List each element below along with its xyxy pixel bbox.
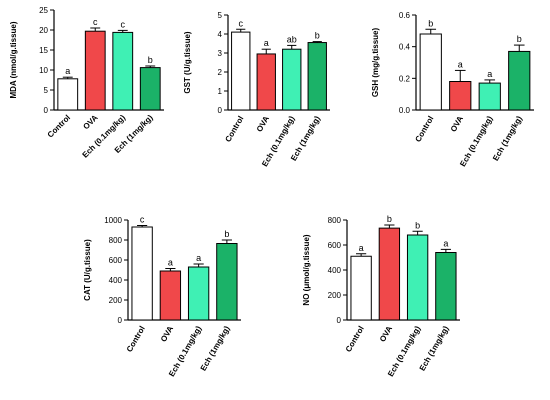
bar-2 [84,30,106,111]
y-tick-label: 5 [44,86,49,95]
y-tick-label: 600 [328,241,342,250]
y-tick-label: 1 [218,87,223,96]
significance-label: a [196,253,201,263]
y-tick-label: 1000 [104,216,122,225]
y-axis-label: MDA (nmol/g.tissue) [9,21,18,98]
y-axis-label: GST (U/g.tissue) [183,31,192,94]
bar-2 [449,81,472,111]
bar-1 [419,33,442,111]
chart-panel-5: 0 200 400 600 800 NO (μmol/g.tissue) a Control b… [302,214,460,378]
category-label: Control [46,113,72,139]
category-label: Ech (1mg/kg) [418,324,451,372]
significance-label: a [359,243,364,253]
y-tick-label: 800 [109,236,123,245]
category-label: OVA [255,114,271,133]
bar-2 [378,227,401,321]
category-label: Control [413,115,435,144]
y-tick-label: 0.4 [399,43,411,52]
y-tick-label: 2 [218,68,223,77]
y-tick-label: 15 [39,46,48,55]
significance-label: ab [287,34,297,44]
y-tick-label: 400 [328,266,342,275]
bar-3 [406,234,429,321]
significance-label: a [65,66,70,76]
bar-4 [307,42,327,111]
y-tick-label: 0 [118,316,123,325]
bar-4 [139,67,161,111]
bar-3 [478,82,501,111]
significance-label: b [428,18,433,28]
category-label: Control [125,325,147,354]
y-tick-label: 20 [39,26,48,35]
chart-panel-1: 0 5 10 15 20 25 MDA (nmol/g.tissue) a Control c OV… [9,6,164,160]
category-label: OVA [159,324,175,343]
y-tick-label: 0 [44,106,49,115]
significance-label: b [148,55,153,65]
significance-label: b [517,34,522,44]
significance-label: a [443,238,448,248]
y-tick-label: 3 [218,49,223,58]
significance-label: c [93,17,98,27]
significance-label: b [415,220,420,230]
significance-label: a [487,69,492,79]
significance-label: a [264,38,269,48]
y-tick-label: 400 [109,276,123,285]
y-tick-label: 25 [39,6,48,15]
y-axis-label: CAT (U/g.tissue) [83,239,92,301]
significance-label: c [121,19,126,29]
y-tick-label: 0.0 [399,106,411,115]
y-tick-label: 800 [328,216,342,225]
category-label: Ech (1mg/kg) [199,324,232,372]
chart-panel-4: 0 200 400 600 800 1000 CAT (U/g.tissue) c Contro… [83,215,241,378]
bar-2 [256,53,276,111]
significance-label: a [168,258,173,268]
category-label: Control [223,115,245,144]
bar-4 [435,252,457,321]
bar-1 [350,255,372,321]
category-label: OVA [81,113,99,131]
bar-3 [187,266,210,321]
y-tick-label: 0 [218,106,223,115]
category-label: Ech (0.1mg/kg) [458,114,494,168]
y-tick-label: 10 [39,66,48,75]
y-tick-label: 0.6 [399,11,411,20]
y-axis-label: NO (μmol/g.tissue) [302,234,311,305]
significance-label: c [239,18,244,28]
chart-panel-3: 0.0 0.2 0.4 0.6 GSH (mg/g.tissue) b Control a OV… [371,11,534,168]
significance-label: b [315,31,320,41]
y-tick-label: 200 [109,296,123,305]
y-tick-label: 600 [109,256,123,265]
significance-label: b [387,214,392,224]
bar-2 [159,270,182,321]
category-label: OVA [378,324,394,343]
y-tick-label: 0.2 [399,74,411,83]
y-tick-label: 4 [218,30,223,39]
category-label: OVA [449,114,465,133]
category-label: Ech (1mg/kg) [491,114,524,162]
bar-4 [216,243,238,321]
significance-label: b [224,229,229,239]
category-label: Control [344,325,366,354]
bar-3 [282,48,302,111]
significance-label: a [458,59,463,69]
bar-4 [508,50,531,111]
bar-1 [131,226,153,321]
y-tick-label: 200 [328,291,342,300]
y-axis-label: GSH (mg/g.tissue) [371,27,380,97]
bar-1 [57,78,79,111]
bar-3 [112,31,134,111]
significance-label: c [140,215,145,225]
y-tick-label: 0 [337,316,342,325]
bar-1 [231,31,251,111]
y-tick-label: 5 [218,11,223,20]
